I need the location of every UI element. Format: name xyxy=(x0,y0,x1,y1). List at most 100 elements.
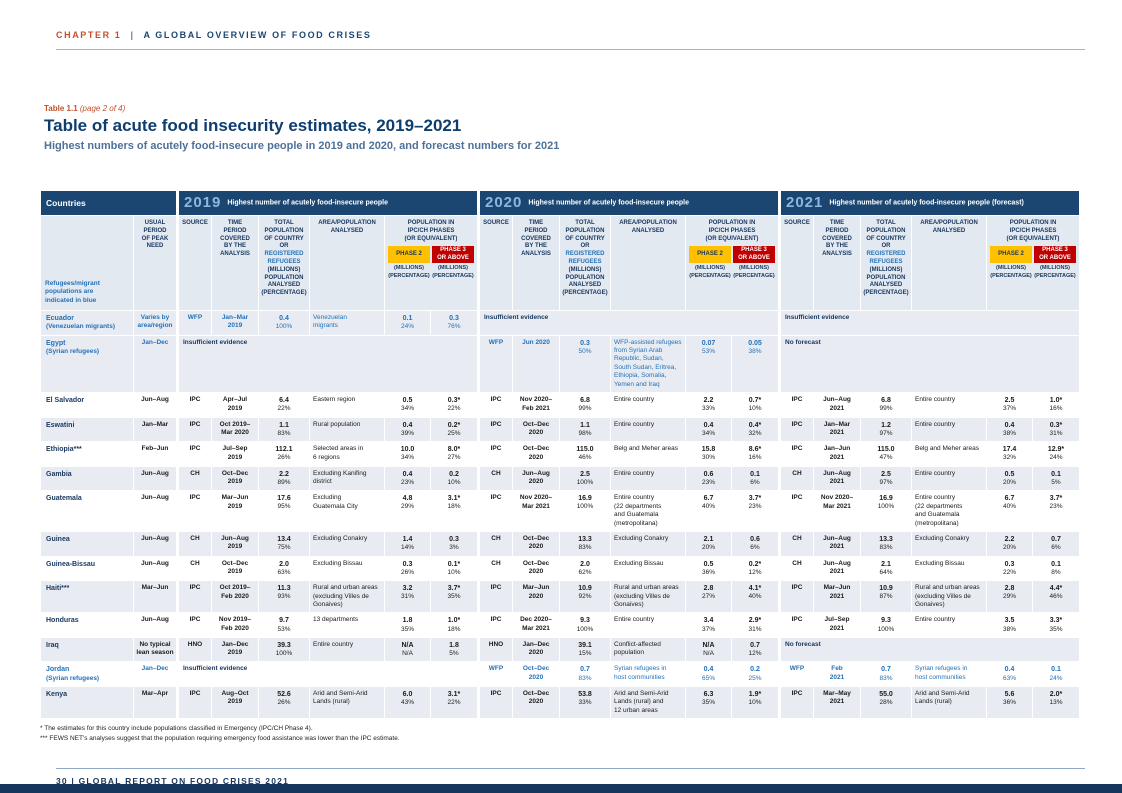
area-analysed-cell: Arid and Semi-Arid Lands (rural) and 12 … xyxy=(611,687,685,719)
country-name-cell: Ecuador (Venezuelan migrants) xyxy=(41,311,133,335)
phase-percentage: 16% xyxy=(748,454,762,462)
source-cell: IPC xyxy=(779,581,813,613)
peak-need-period: Jun–Aug xyxy=(134,393,176,417)
phase-value: 9.7 xyxy=(279,617,289,625)
country-name: Iraq xyxy=(46,641,59,649)
total-population-cell: 13.3 83% xyxy=(861,532,911,556)
phase-value: 16.9 xyxy=(578,495,592,503)
phase-value: 6.7 xyxy=(1004,495,1015,503)
area-analysed-cell: Arid and Semi-Arid Lands (rural) xyxy=(310,687,384,719)
area-analysed-cell: Entire country xyxy=(310,637,384,662)
phase-percentage: 37% xyxy=(1002,405,1016,413)
phase2-cell: 1.4 14% xyxy=(385,532,430,556)
phase-value: 0.3 xyxy=(449,536,459,544)
phase-percentage: 47% xyxy=(879,454,893,462)
phase-percentage: 31% xyxy=(1049,429,1063,437)
time-period-cell: Jun–Aug 2021 xyxy=(814,532,860,556)
phase-percentage: 83% xyxy=(879,544,893,552)
phase2-cell: 0.4 65% xyxy=(686,662,731,686)
phase-value: 3.5 xyxy=(1004,617,1015,625)
area-analysed-cell: Entire country (22 departments and Guate… xyxy=(611,491,685,532)
phase-value: 0.1 xyxy=(1051,470,1061,478)
total-population-cell: 39.1 15% xyxy=(560,637,610,662)
phase-percentage: 10% xyxy=(447,478,461,486)
source-cell: IPC xyxy=(478,417,512,442)
area-analysed-cell: Rural population xyxy=(310,417,384,442)
phase-percentage: 97% xyxy=(879,429,893,437)
phase-percentage: 31% xyxy=(400,593,414,601)
phases-title: POPULATION IN IPC/CH PHASES (OR EQUIVALE… xyxy=(705,220,759,242)
phase3-badge: PHASE 3 OR ABOVE xyxy=(432,246,474,264)
no-data-note: Insufficient evidence xyxy=(779,311,1079,335)
phase-percentage: 100% xyxy=(275,323,293,331)
time-period-cell: Oct 2019– Mar 2020 xyxy=(212,417,258,442)
phase3-cell: 0.1* 10% xyxy=(431,556,477,581)
phase-value: 0.07 xyxy=(701,339,716,347)
country-name-cell: Guinea-Bissau xyxy=(41,556,133,581)
country-name-cell: Honduras xyxy=(41,613,133,637)
phase2-cell: 0.5 36% xyxy=(686,556,731,581)
total-population-cell: 13.4 75% xyxy=(259,532,309,556)
year-number: 2019 xyxy=(184,194,222,212)
phase-value: N/A xyxy=(401,641,414,649)
source-cell: CH xyxy=(779,466,813,491)
area-analysed-cell: Belg and Meher areas xyxy=(912,442,986,466)
phase-value: 0.1 xyxy=(1051,666,1061,674)
area-analysed-cell: Rural and urban areas (excluding Villes … xyxy=(310,581,384,613)
time-column-header: TIME PERIOD COVERED BY THE ANALYSIS xyxy=(513,216,559,310)
phase3-cell: 3.3* 35% xyxy=(1033,613,1079,637)
source-cell: IPC xyxy=(478,581,512,613)
no-data-note: Insufficient evidence xyxy=(177,662,477,686)
peak-need-period: Jan–Dec xyxy=(134,335,176,393)
phase2-cell: 2.5 37% xyxy=(987,393,1032,417)
phase-percentage: 36% xyxy=(1002,699,1016,707)
area-analysed-cell: Eastern region xyxy=(310,393,384,417)
peak-need-period: Jan–Mar xyxy=(134,417,176,442)
phase-value: 3.4 xyxy=(703,617,714,625)
phase3-cell: 1.9* 10% xyxy=(732,687,778,719)
time-period-cell: Jul–Sep 2021 xyxy=(814,613,860,637)
total-population-cell: 10.9 87% xyxy=(861,581,911,613)
source-cell: CH xyxy=(779,532,813,556)
source-cell: IPC xyxy=(478,491,512,532)
phase-percentage: 29% xyxy=(400,503,414,511)
phase-value: 1.9* xyxy=(748,691,762,698)
year-caption: Highest number of acutely food-insecure … xyxy=(829,199,1024,207)
country-name-cell: Eswatini xyxy=(41,417,133,442)
phase2-cell: 0.3 22% xyxy=(987,556,1032,581)
country-row: Gambia Jun–Aug CH Oct–Dec 2019 2.2 89% Exc… xyxy=(41,466,1079,491)
phase-percentage: 10% xyxy=(447,568,461,576)
source-cell: CH xyxy=(177,532,211,556)
area-analysed-cell: Excluding Kanifing district xyxy=(310,466,384,491)
phase-percentage: 12% xyxy=(748,568,762,576)
phase-value: 0.6 xyxy=(703,470,714,478)
page-subtitle: Highest numbers of acutely food-insecure… xyxy=(44,140,560,152)
phase-percentage: 20% xyxy=(1002,478,1016,486)
phase-value: 12.9* xyxy=(1047,446,1065,454)
total-population-cell: 16.9 100% xyxy=(560,491,610,532)
total-population-cell: 0.4 100% xyxy=(259,311,309,335)
area-analysed-cell: Selected areas in 6 regions xyxy=(310,442,384,466)
time-period-cell: Jun–Aug 2020 xyxy=(513,466,559,491)
source-cell: CH xyxy=(478,466,512,491)
source-cell: IPC xyxy=(779,442,813,466)
phase-value: 4.4* xyxy=(1049,585,1063,593)
total-population-column-header: TOTAL POPULATION OF COUNTRY OR REGISTERED… xyxy=(259,216,309,310)
phase-value: 2.0 xyxy=(279,560,289,568)
country-name-cell: Haiti*** xyxy=(41,581,133,613)
phase-percentage: 3% xyxy=(449,544,459,552)
phase3-cell: 0.1 24% xyxy=(1033,662,1079,686)
phase-percentage: 34% xyxy=(701,429,715,437)
phase2-cell: 0.5 20% xyxy=(987,466,1032,491)
country-name-cell: Guinea xyxy=(41,532,133,556)
country-row: Ethiopia*** Feb–Jun IPC Jul–Sep 2019 112.… xyxy=(41,442,1079,466)
phase-percentage: 6% xyxy=(750,478,760,486)
area-analysed-cell: Entire country xyxy=(912,393,986,417)
phase-value: 8.6* xyxy=(748,446,762,454)
time-period-cell: Mar–Jun 2020 xyxy=(513,581,559,613)
page-number: 30 xyxy=(56,775,68,786)
area-analysed-cell: Excluding Conakry xyxy=(310,532,384,556)
refugee-note-cell: Refugees/migrant populations are indicat… xyxy=(41,216,133,310)
phase2-cell: 6.7 40% xyxy=(987,491,1032,532)
chapter-title: A GLOBAL OVERVIEW OF FOOD CRISES xyxy=(143,30,372,40)
